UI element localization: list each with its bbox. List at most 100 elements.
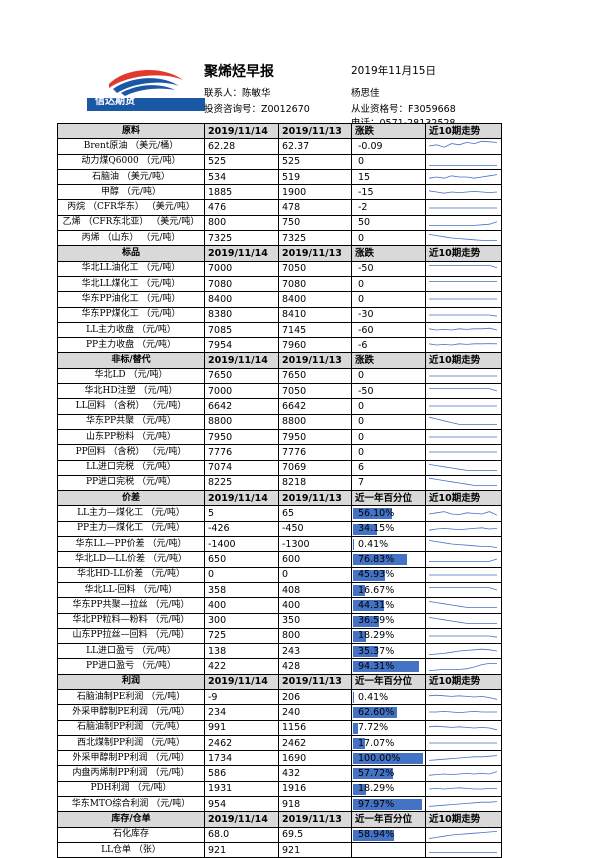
change-value: 0 <box>355 233 364 244</box>
change-value: 45.93% <box>355 569 394 580</box>
trend-cell <box>426 460 502 475</box>
value-current: 991 <box>205 720 279 735</box>
row-label: 丙烯 （山东） （元/吨） <box>58 231 205 246</box>
sparkline <box>426 629 500 643</box>
change-value: -2 <box>355 202 367 213</box>
trend-cell <box>426 781 502 796</box>
change-or-percentile: 94.31% <box>352 659 426 674</box>
value-previous: 400 <box>279 598 352 613</box>
sparkline <box>426 155 500 169</box>
value-previous: -1300 <box>279 537 352 552</box>
trend-cell <box>426 307 502 322</box>
sparkline <box>426 399 500 413</box>
sparkline-path <box>429 528 497 530</box>
change-value: 0 <box>355 432 364 443</box>
sparkline <box>426 323 500 337</box>
trend-cell <box>426 322 502 337</box>
sparkline-path <box>429 788 497 789</box>
change-value: 17.07% <box>355 738 394 749</box>
row-label: PP进口盈亏 （元/吨） <box>58 659 205 674</box>
logo-text: 信达期货 <box>95 92 135 107</box>
trend-cell <box>426 705 502 720</box>
section-header-cell: 2019/11/14 <box>205 246 279 261</box>
value-previous: 6642 <box>279 399 352 414</box>
value-previous: 7080 <box>279 276 352 291</box>
sparkline-path <box>429 602 497 608</box>
row-label: 华东PP煤化工 （元/吨） <box>58 307 205 322</box>
value-previous: 525 <box>279 154 352 169</box>
change-value: 76.83% <box>355 554 394 565</box>
change-or-percentile: 62.60% <box>352 705 426 720</box>
change-value: 34.15% <box>355 523 394 534</box>
value-current: 7000 <box>205 261 279 276</box>
value-current: 7776 <box>205 445 279 460</box>
value-previous: 750 <box>279 215 352 230</box>
logo-english: CINDA FUTURES <box>143 94 184 100</box>
trend-cell <box>426 735 502 750</box>
change-or-percentile: 0.41% <box>352 689 426 704</box>
sparkline-path <box>429 142 497 148</box>
change-value: 56.10% <box>355 508 394 519</box>
sparkline-path <box>429 726 497 730</box>
value-current: 1885 <box>205 185 279 200</box>
trend-cell <box>426 154 502 169</box>
section-header-cell: 2019/11/13 <box>279 674 352 689</box>
sparkline <box>426 292 500 306</box>
row-label: 石脑油制PP利润 （元/吨） <box>58 720 205 735</box>
value-previous: 428 <box>279 659 352 674</box>
section-header-cell: 原料 <box>58 124 205 139</box>
value-previous: 1690 <box>279 751 352 766</box>
trend-cell <box>426 231 502 246</box>
row-label: 华北LL煤化工 （元/吨） <box>58 276 205 291</box>
value-previous: 1900 <box>279 185 352 200</box>
value-previous: 69.5 <box>279 827 352 842</box>
value-previous: 206 <box>279 689 352 704</box>
change-value: 0 <box>355 279 364 290</box>
section-header-cell: 2019/11/13 <box>279 812 352 827</box>
section-header-cell: 2019/11/13 <box>279 124 352 139</box>
change-value: 35.37% <box>355 646 394 657</box>
change-or-percentile: 58.94% <box>352 827 426 842</box>
section-header-cell: 2019/11/14 <box>205 491 279 506</box>
section-header-cell: 近10期走势 <box>426 124 502 139</box>
change-value: 36.59% <box>355 615 394 626</box>
trend-cell <box>426 521 502 536</box>
row-label: PDH利润 （元/吨） <box>58 781 205 796</box>
trend-cell <box>426 582 502 597</box>
value-current: 7954 <box>205 338 279 353</box>
sparkline <box>426 231 500 245</box>
value-previous: 7069 <box>279 460 352 475</box>
trend-cell <box>426 537 502 552</box>
trend-cell <box>426 200 502 215</box>
sparkline-path <box>429 663 497 670</box>
value-current: 0 <box>205 567 279 582</box>
sparkline <box>426 277 500 291</box>
row-label: PP回料 （含税） （元/吨） <box>58 445 205 460</box>
change-value: 16.67% <box>355 585 394 596</box>
value-previous: 62.37 <box>279 139 352 154</box>
analyst-name: 杨思佳 <box>351 85 380 99</box>
change-or-percentile: 0 <box>352 368 426 383</box>
change-value: 57.72% <box>355 768 394 779</box>
section-header-cell: 近一年百分位 <box>352 812 426 827</box>
sparkline <box>426 507 500 521</box>
row-label: PP主力收盘 （元/吨） <box>58 338 205 353</box>
trend-cell <box>426 185 502 200</box>
change-or-percentile: 56.10% <box>352 506 426 521</box>
sparkline <box>426 430 500 444</box>
value-previous: 240 <box>279 705 352 720</box>
sparkline <box>426 583 500 597</box>
change-value: 58.94% <box>355 829 394 840</box>
value-previous: -450 <box>279 521 352 536</box>
trend-cell <box>426 842 502 857</box>
row-label: 甲醇 （元/吨） <box>58 185 205 200</box>
